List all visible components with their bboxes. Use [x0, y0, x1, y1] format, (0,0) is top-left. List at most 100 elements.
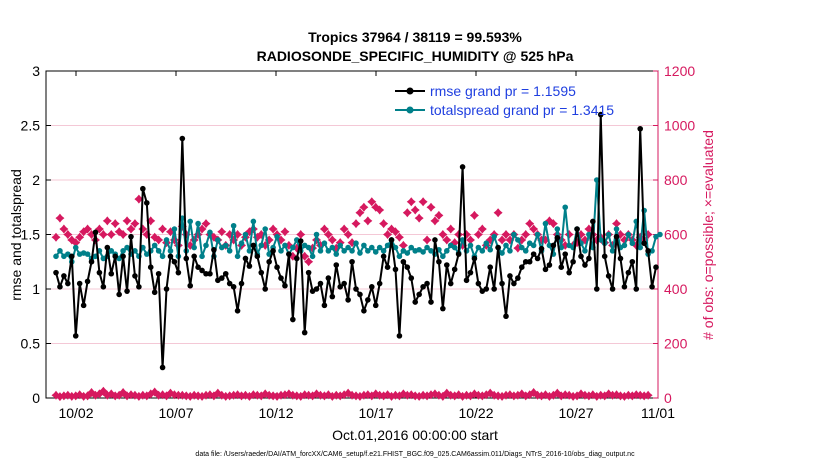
totalspread-point [309, 253, 316, 260]
x-axis-label: Oct.01,2016 00:00:00 start [332, 427, 498, 443]
rmse-point [392, 266, 399, 273]
obs-possible-point [201, 219, 211, 229]
rmse-point [467, 269, 474, 276]
totalspread-point [333, 251, 340, 257]
x-tick-label: 11/01 [641, 405, 675, 421]
rmse-point [357, 291, 363, 298]
obs-evaluated-point [406, 390, 416, 400]
obs-evaluated-point [627, 391, 637, 401]
rmse-point [116, 291, 122, 298]
obs-possible-point [347, 238, 357, 248]
rmse-point [499, 280, 505, 287]
obs-evaluated-point [221, 391, 231, 401]
x-tick-label: 10/22 [458, 405, 493, 421]
rmse-point [167, 253, 174, 260]
totalspread-point [234, 253, 241, 260]
rmse-point [511, 280, 517, 287]
right-y-tick-label: 800 [664, 172, 688, 188]
totalspread-point [262, 226, 269, 232]
obs-evaluated-point [134, 391, 144, 401]
obs-evaluated-point [485, 388, 495, 398]
left-y-tick-label: 3 [32, 63, 40, 79]
obs-evaluated-point [521, 391, 531, 401]
data-file-footer: data file: /Users/raeder/DAI/ATM_forcXX/… [195, 451, 635, 458]
totalspread-point [475, 244, 482, 251]
obs-evaluated-point [106, 389, 116, 399]
rmse-point [408, 275, 415, 281]
rmse-point [84, 278, 91, 285]
obs-possible-point [319, 224, 329, 234]
left-y-tick-label: 0 [32, 390, 40, 406]
rmse-point [108, 270, 115, 277]
rmse-point [649, 284, 655, 290]
totalspread-point [230, 222, 237, 229]
obs-evaluated-point [383, 390, 393, 400]
rmse-point [376, 280, 383, 287]
totalspread-point [597, 237, 604, 243]
obs-evaluated-point [233, 390, 243, 400]
obs-possible-point [98, 230, 108, 239]
obs-evaluated-point [615, 391, 625, 401]
rmse-point [301, 329, 308, 336]
totalspread-point [155, 248, 162, 254]
rmse-point [266, 258, 272, 265]
obs-possible-point [493, 208, 503, 218]
totalspread-point [562, 204, 569, 211]
rmse-point [459, 164, 466, 170]
totalspread-point [365, 248, 371, 254]
rmse-point [199, 267, 205, 274]
obs-evaluated-point [540, 390, 550, 400]
totalspread-point [163, 237, 170, 243]
rmse-point [412, 299, 419, 305]
obs-evaluated-point [430, 389, 440, 399]
rmse-point [183, 255, 190, 262]
totalspread-point [167, 248, 174, 254]
totalspread-point [258, 242, 265, 249]
rmse-point [234, 308, 241, 314]
rmse-point [293, 255, 300, 262]
totalspread-point [159, 253, 166, 260]
obs-evaluated-point [110, 391, 120, 401]
obs-possible-point [268, 224, 278, 234]
rmse-point [645, 248, 651, 254]
totalspread-point [428, 248, 434, 254]
rmse-point [230, 284, 237, 290]
totalspread-point [124, 244, 130, 251]
rmse-point [503, 313, 509, 320]
obs-possible-point [426, 202, 436, 212]
rmse-point [396, 333, 403, 339]
obs-possible-point [158, 224, 168, 234]
obs-possible-point [300, 251, 310, 261]
rmse-point [329, 293, 336, 300]
obs-possible-point [548, 219, 558, 229]
totalspread-point [187, 218, 194, 225]
rmse-point [270, 248, 276, 254]
obs-evaluated-point [635, 390, 645, 400]
rmse-point [274, 264, 280, 271]
rmse-point [258, 269, 265, 276]
obs-possible-point [130, 219, 140, 229]
rmse-point [238, 280, 245, 287]
obs-possible-point [229, 235, 239, 245]
obs-evaluated-point [90, 390, 100, 400]
legend-rmse-marker [406, 87, 414, 95]
obs-evaluated-point [533, 390, 543, 400]
totalspread-point [491, 233, 497, 240]
rmse-point [416, 291, 422, 298]
obs-evaluated-point [446, 390, 456, 400]
totalspread-point [459, 237, 466, 243]
obs-evaluated-point [150, 387, 160, 397]
totalspread-point [487, 246, 494, 253]
right-y-tick-label: 400 [664, 281, 688, 297]
obs-possible-point [343, 230, 353, 239]
rmse-point [112, 253, 119, 260]
obs-evaluated-point [252, 390, 262, 400]
obs-evaluated-point [225, 391, 235, 401]
rmse-point [337, 284, 344, 290]
rmse-point [578, 253, 584, 260]
obs-evaluated-point [189, 390, 199, 400]
totalspread-point [621, 242, 628, 249]
rmse-point [440, 305, 446, 312]
rmse-point [590, 218, 596, 225]
